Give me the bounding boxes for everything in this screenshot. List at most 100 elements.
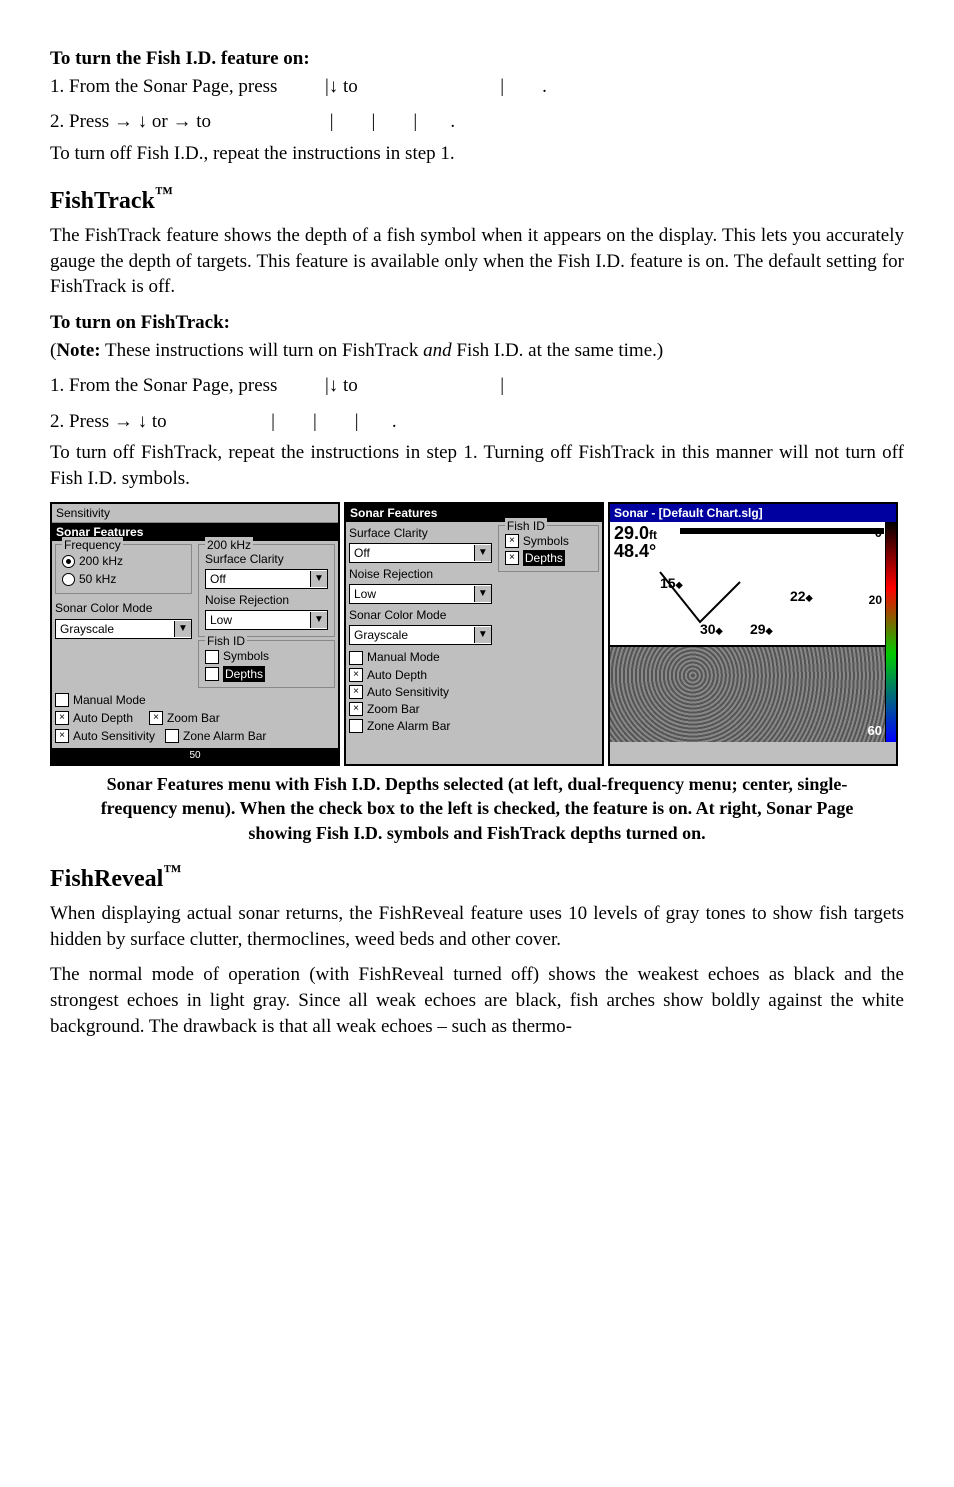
ft2-c: | (313, 411, 317, 432)
chk-manual-mode[interactable]: Manual Mode (55, 692, 146, 708)
checkbox-checked-icon: × (349, 685, 363, 699)
center-title: Sonar Features (346, 504, 602, 522)
c-chk-symbols[interactable]: ×Symbols (505, 533, 592, 549)
surface-clarity-dropdown[interactable]: Off▼ (205, 569, 328, 589)
zone-alarm-label: Zone Alarm Bar (183, 728, 266, 744)
heading-fishid-on: To turn the Fish I.D. feature on: (50, 46, 904, 72)
auto-sens-label: Auto Sensitivity (73, 728, 155, 744)
ft2-e: . (392, 411, 397, 432)
screenshot-row: Sensitivity Sonar Features Frequency 200… (50, 502, 904, 766)
c-chk-auto-sens[interactable]: × Auto Sensitivity (349, 684, 492, 700)
checkbox-checked-icon: × (55, 711, 69, 725)
noise-rej-dropdown[interactable]: Low▼ (205, 610, 328, 630)
chk-auto-sens[interactable]: × Auto Sensitivity (55, 728, 155, 744)
heading-fishtrack-text: FishTrack (50, 188, 155, 214)
chevron-down-icon: ▼ (474, 545, 491, 561)
c-zoombar-label: Zoom Bar (367, 701, 420, 717)
note-italic: and (423, 340, 452, 361)
step1-text-d: . (542, 76, 547, 97)
fishid-fieldset-label: Fish ID (205, 633, 247, 649)
chk-zoom-bar[interactable]: × Zoom Bar (149, 710, 220, 726)
surface-line (680, 528, 884, 534)
radio-200khz[interactable]: 200 kHz (62, 553, 185, 569)
checkbox-icon (349, 651, 363, 665)
c-nr-label: Noise Rejection (349, 566, 492, 582)
note-mid1: These instructions will turn on FishTrac… (101, 340, 423, 361)
c-sc-label: Surface Clarity (349, 525, 492, 541)
ft-step-2: 2. Press → ↓ to | | | . (50, 409, 904, 435)
checkbox-checked-icon: × (505, 551, 519, 565)
fish-depth-30: 30⬥ (700, 620, 723, 639)
heading-fishtrack: FishTrack™ (50, 181, 904, 217)
c-nr-dropdown[interactable]: Low▼ (349, 584, 492, 604)
c-chk-manual[interactable]: Manual Mode (349, 649, 492, 665)
step1-text-b: |↓ to (325, 76, 358, 97)
c-sc-dropdown[interactable]: Off▼ (349, 543, 492, 563)
zoom-bar-label: Zoom Bar (167, 710, 220, 726)
chk-auto-depth[interactable]: × Auto Depth (55, 710, 133, 726)
ft1-c: | (500, 375, 504, 396)
chevron-down-icon: ▼ (474, 586, 491, 602)
nr-value: Low (206, 612, 310, 628)
checkbox-icon (55, 693, 69, 707)
checkbox-icon (205, 667, 219, 681)
checkbox-checked-icon: × (349, 668, 363, 682)
scale-20: 20 (869, 592, 882, 608)
checkbox-checked-icon: × (149, 711, 163, 725)
ft1-b: |↓ to (325, 375, 358, 396)
ft-step-1: 1. From the Sonar Page, press |↓ to | (50, 373, 904, 399)
sonar-bottom (610, 645, 886, 742)
fish-depth-15: 15⬥ (660, 574, 683, 593)
checkbox-checked-icon: × (505, 534, 519, 548)
c-fishid-fieldset: Fish ID ×Symbols ×Depths (498, 525, 599, 572)
checkbox-checked-icon: × (349, 702, 363, 716)
heading-fishreveal-text: FishReveal (50, 866, 163, 892)
auto-depth-label: Auto Depth (73, 710, 133, 726)
ft2-d: | (355, 411, 359, 432)
chk-depths[interactable]: Depths (205, 666, 328, 682)
fishreveal-p2: The normal mode of operation (with FishR… (50, 962, 904, 1039)
c-chk-auto-depth[interactable]: × Auto Depth (349, 667, 492, 683)
frequency-fieldset: Frequency 200 kHz 50 kHz (55, 544, 192, 594)
radio-50-label: 50 kHz (79, 571, 116, 587)
radio-50khz[interactable]: 50 kHz (62, 571, 185, 587)
c-grayscale-dropdown[interactable]: Grayscale▼ (349, 625, 492, 645)
depths-label-hl: Depths (223, 666, 265, 682)
c-zonealarm-label: Zone Alarm Bar (367, 718, 450, 734)
step1-text-c: | (500, 76, 504, 97)
scale-60: 60 (868, 722, 882, 740)
fishreveal-p1: When displaying actual sonar returns, th… (50, 901, 904, 952)
grayscale-dropdown[interactable]: Grayscale▼ (55, 619, 192, 639)
c-depths-label: Depths (523, 550, 565, 566)
left-top-title: Sensitivity (52, 504, 338, 523)
sonar-display: 29.0ft 48.4° 0 20 15⬥ 22⬥ 30⬥ 29⬥ 60 (610, 522, 896, 742)
panel-center: Sonar Features Surface Clarity Off▼ Nois… (344, 502, 604, 766)
chk-zone-alarm[interactable]: Zone Alarm Bar (165, 728, 266, 744)
radio-200-label: 200 kHz (79, 553, 123, 569)
depth-value: 29.0 (614, 523, 649, 543)
fishid-off-text: To turn off Fish I.D., repeat the instru… (50, 141, 904, 167)
fish-depth-22: 22⬥ (790, 587, 813, 606)
sonar-color-mode-label: Sonar Color Mode (55, 600, 192, 616)
step1-text-a: 1. From the Sonar Page, press (50, 76, 277, 97)
checkbox-checked-icon: × (55, 729, 69, 743)
c-nr-val: Low (350, 586, 474, 602)
c-chk-zone-alarm[interactable]: Zone Alarm Bar (349, 718, 492, 734)
heading-fishtrack-on: To turn on FishTrack: (50, 310, 904, 336)
200khz-fieldset: 200 kHz Surface Clarity Off▼ Noise Rejec… (198, 544, 335, 637)
c-autodepth-label: Auto Depth (367, 667, 427, 683)
ft2-b: | (271, 411, 275, 432)
ft2-a: 2. Press → ↓ to (50, 411, 167, 432)
c-fishid-label: Fish ID (505, 518, 547, 534)
c-chk-depths[interactable]: × Depths (505, 550, 592, 566)
c-autosens-label: Auto Sensitivity (367, 684, 449, 700)
ft1-a: 1. From the Sonar Page, press (50, 375, 277, 396)
chk-symbols[interactable]: Symbols (205, 648, 328, 664)
radio-dot-on-icon (62, 555, 75, 568)
c-chk-zoom-bar[interactable]: × Zoom Bar (349, 701, 492, 717)
note-bold: Note: (56, 340, 100, 361)
sonar-readout: 29.0ft 48.4° (614, 524, 657, 560)
right-title: Sonar - [Default Chart.slg] (610, 504, 896, 522)
chevron-down-icon: ▼ (310, 612, 327, 628)
200khz-fieldset-label: 200 kHz (205, 537, 253, 553)
